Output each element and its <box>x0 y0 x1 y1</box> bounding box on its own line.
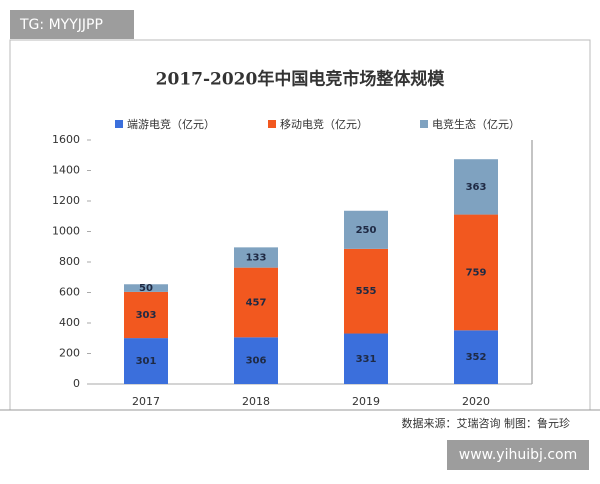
watermark-bottom: www.yihuibj.com <box>459 447 577 463</box>
bar-segment <box>344 248 388 334</box>
value-label: 250 <box>356 225 377 236</box>
y-tick-label: 0 <box>73 377 80 390</box>
legend-label: 电竞生态（亿元） <box>432 117 520 131</box>
y-tick-label: 1200 <box>52 194 80 207</box>
value-label: 303 <box>136 310 157 321</box>
legend-label: 端游电竞（亿元） <box>127 117 215 131</box>
chart-title: 2017-2020年中国电竞市场整体规模 <box>156 69 446 90</box>
legend-swatch <box>268 120 276 128</box>
bar-segment <box>124 284 168 292</box>
bar-segment <box>344 333 388 384</box>
bar-segment <box>234 337 278 384</box>
bar-segment <box>124 338 168 384</box>
value-label: 759 <box>466 267 487 278</box>
value-label: 555 <box>356 286 377 297</box>
bar-segment <box>454 214 498 331</box>
bar-segment <box>234 267 278 338</box>
legend-swatch <box>115 120 123 128</box>
bar-segment <box>234 247 278 268</box>
x-tick-label: 2017 <box>132 395 160 408</box>
value-label: 50 <box>139 283 153 294</box>
value-label: 363 <box>466 182 487 193</box>
watermark-box <box>10 10 134 39</box>
x-tick-label: 2018 <box>242 395 270 408</box>
x-tick-label: 2019 <box>352 395 380 408</box>
value-label: 352 <box>466 352 487 363</box>
y-tick-label: 1600 <box>52 133 80 146</box>
x-tick-label: 2020 <box>462 395 490 408</box>
value-label: 457 <box>246 297 267 308</box>
legend-label: 移动电竞（亿元） <box>280 117 368 131</box>
watermark-top: TG: MYYJJPP <box>19 17 103 33</box>
bar-segment <box>454 330 498 384</box>
value-label: 301 <box>136 356 157 367</box>
y-tick-label: 200 <box>59 347 80 360</box>
chart-frame <box>9 39 591 411</box>
y-tick-label: 400 <box>59 316 80 329</box>
bar-segment <box>454 159 498 215</box>
bar-segment <box>124 291 168 339</box>
y-tick-label: 600 <box>59 286 80 299</box>
watermark-box <box>447 440 589 470</box>
legend-swatch <box>420 120 428 128</box>
y-tick-label: 800 <box>59 255 80 268</box>
bar-segment <box>344 210 388 249</box>
value-label: 331 <box>356 354 377 365</box>
value-label: 133 <box>246 253 267 264</box>
source-note: 数据来源：艾瑞咨询 制图：鲁元珍 <box>402 416 571 430</box>
y-tick-label: 1400 <box>52 164 80 177</box>
y-tick-label: 1000 <box>52 225 80 238</box>
value-label: 306 <box>246 356 267 367</box>
